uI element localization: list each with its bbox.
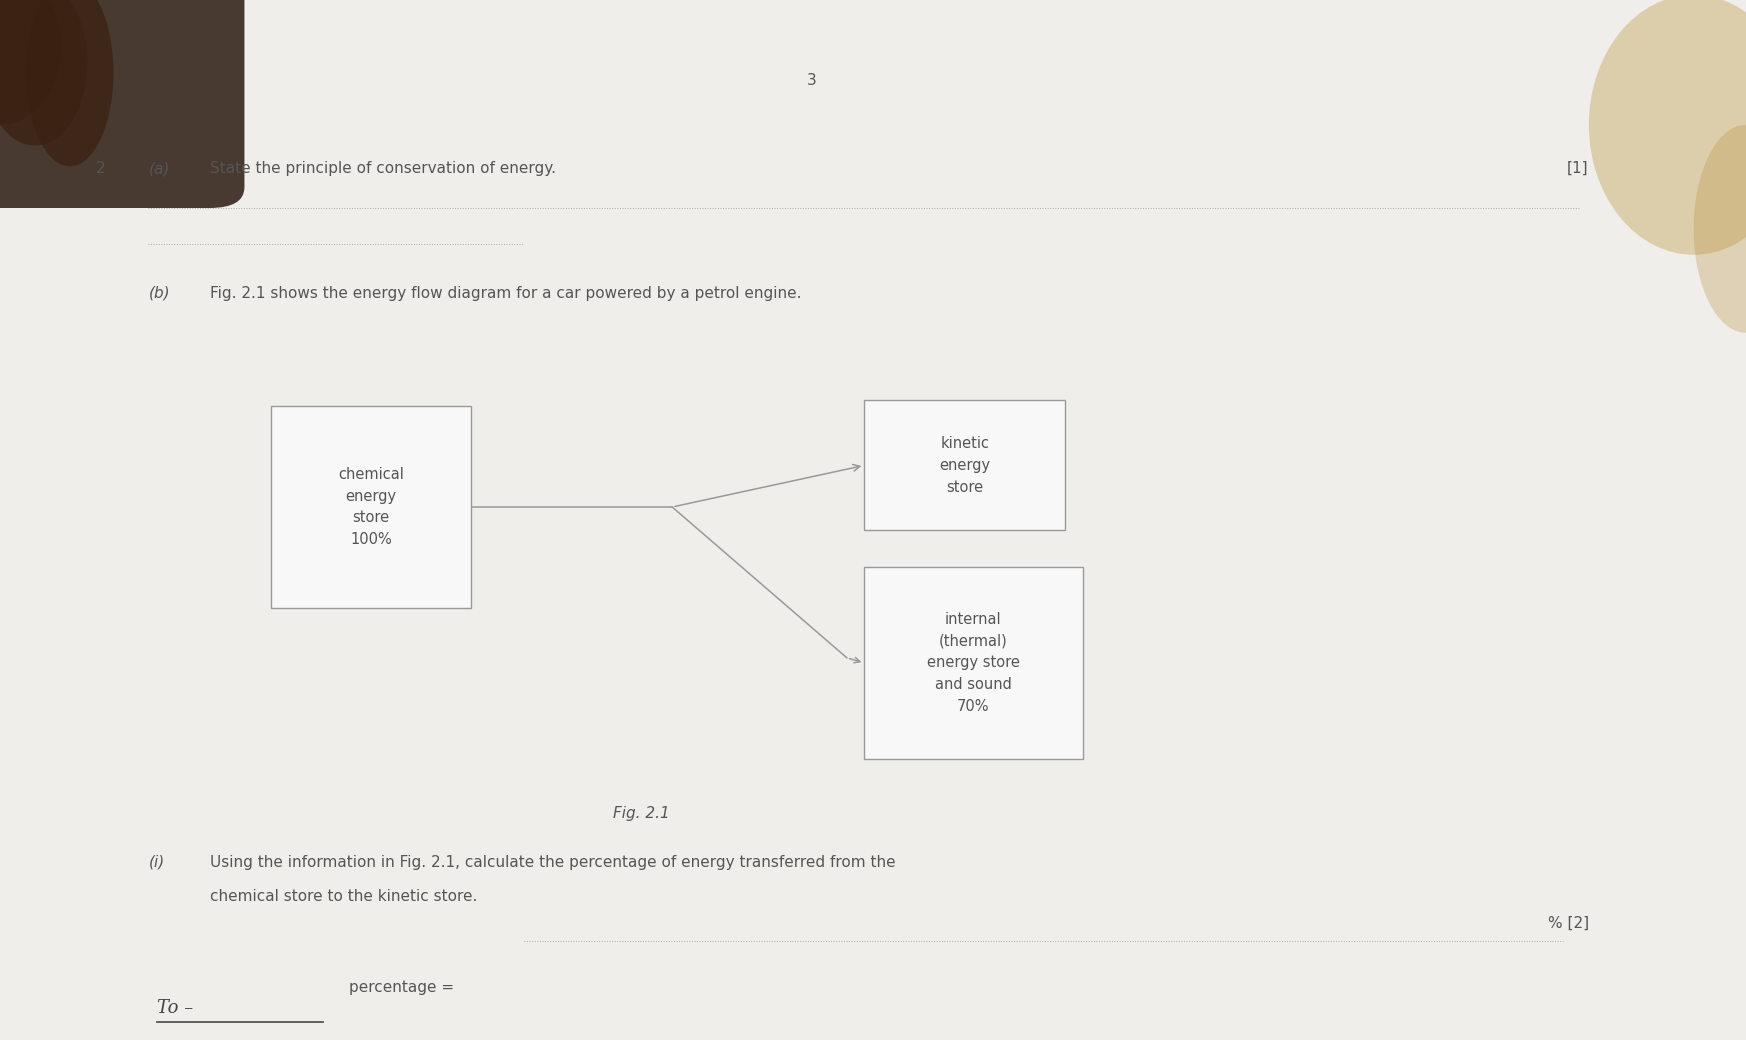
Text: 2: 2 [96, 161, 107, 176]
Text: Fig. 2.1 shows the energy flow diagram for a car powered by a petrol engine.: Fig. 2.1 shows the energy flow diagram f… [210, 286, 801, 301]
FancyBboxPatch shape [0, 0, 244, 208]
Text: chemical
energy
store
100%: chemical energy store 100% [339, 467, 403, 547]
Text: percentage =: percentage = [349, 980, 454, 994]
Text: % [2]: % [2] [1547, 916, 1589, 931]
Text: Fig. 2.1: Fig. 2.1 [613, 806, 670, 821]
Ellipse shape [0, 0, 87, 146]
Text: kinetic
energy
store: kinetic energy store [939, 437, 990, 494]
Bar [271, 406, 471, 608]
Ellipse shape [1589, 0, 1746, 255]
Text: 3: 3 [807, 73, 817, 87]
Text: chemical store to the kinetic store.: chemical store to the kinetic store. [210, 889, 477, 904]
Bar [864, 400, 1065, 530]
Text: (b): (b) [148, 286, 169, 301]
Text: internal
(thermal)
energy store
and sound
70%: internal (thermal) energy store and soun… [927, 613, 1020, 713]
Ellipse shape [1694, 125, 1746, 333]
Ellipse shape [26, 0, 113, 166]
Text: [1]: [1] [1568, 161, 1589, 176]
Ellipse shape [0, 0, 61, 125]
Text: To –: To – [157, 999, 194, 1017]
Text: (i): (i) [148, 855, 164, 869]
Text: (a): (a) [148, 161, 169, 176]
Bar [864, 567, 1083, 759]
Text: State the principle of conservation of energy.: State the principle of conservation of e… [210, 161, 555, 176]
Text: Using the information in Fig. 2.1, calculate the percentage of energy transferre: Using the information in Fig. 2.1, calcu… [210, 855, 896, 869]
